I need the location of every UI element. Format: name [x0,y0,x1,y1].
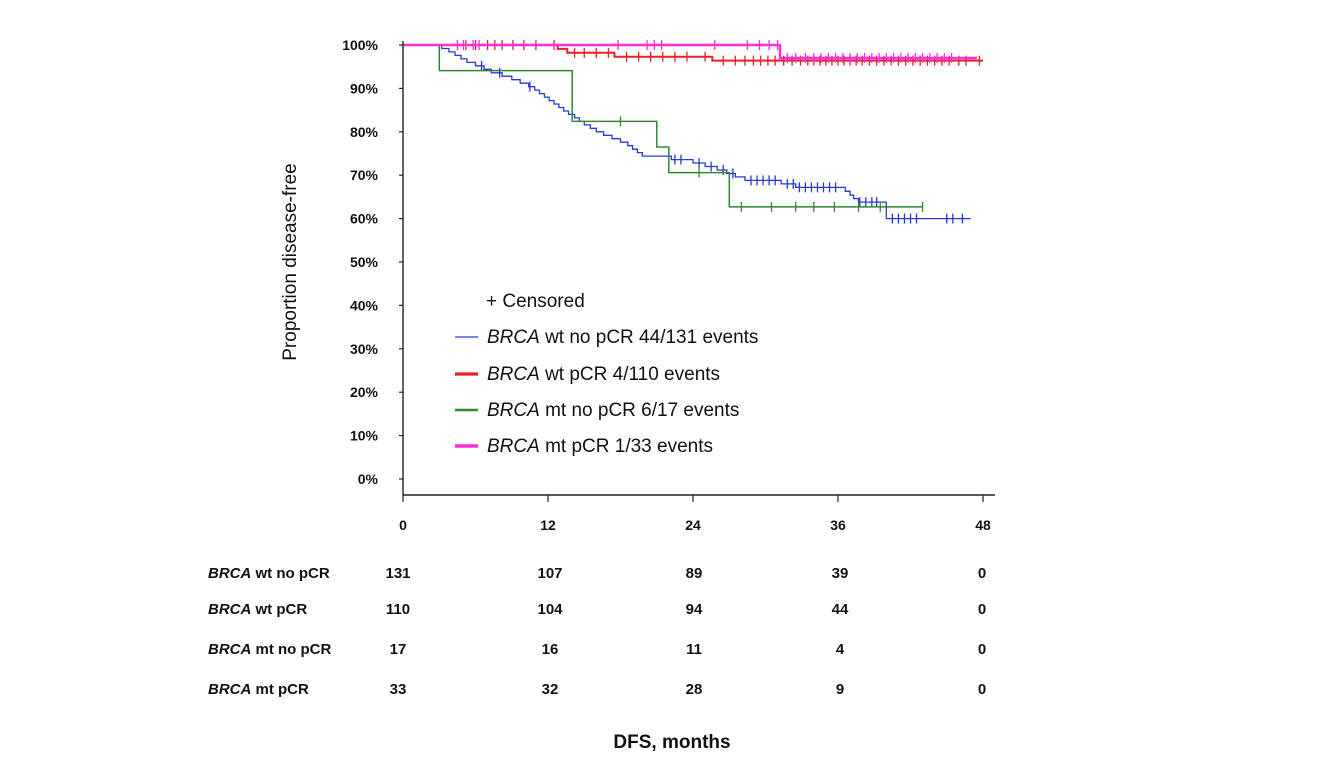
y-tick-label: 60% [350,211,379,227]
legend-gene: BRCA [487,436,540,457]
at-risk-count: 17 [390,641,407,658]
legend-entry-3: BRCA mt no pCR 6/17 events [487,400,739,421]
legend-entry-1: BRCA wt no pCR 44/131 events [487,327,758,348]
legend-censored: + Censored [486,291,585,312]
y-tick-label: 30% [350,341,379,357]
x-tick-label: 24 [685,517,701,533]
legend-gene: BRCA [487,400,540,421]
at-risk-group: mt no pCR [251,641,331,658]
x-tick-label: 0 [399,517,407,533]
series-line [403,44,983,62]
at-risk-count: 11 [686,641,702,658]
legend-text: wt no pCR 44/131 events [540,327,759,348]
series-group-3 [403,44,924,212]
y-tick-label: 40% [350,297,379,313]
series-line [403,44,971,220]
at-risk-count: 104 [537,601,563,618]
survival-curves [403,40,983,224]
at-risk-count: 94 [686,601,703,618]
y-tick-label: 0% [358,471,379,487]
legend-text: wt pCR 4/110 events [540,364,720,385]
y-tick-label: 80% [350,124,379,140]
at-risk-count: 107 [537,565,562,582]
y-tick-label: 20% [350,384,379,400]
y-tick-label: 70% [350,167,379,183]
at-risk-count: 32 [542,681,559,698]
series-group-4 [403,40,977,64]
y-tick-label: 100% [342,37,378,53]
at-risk-gene: BRCA [208,565,251,582]
censor-symbol: + [486,291,502,312]
at-risk-count: 39 [832,565,849,582]
y-tick-label: 90% [350,80,379,96]
y-axis-title: Proportion disease-free [280,163,301,361]
series-group-1 [403,44,971,224]
at-risk-count: 110 [386,601,410,618]
x-tick-label: 12 [540,517,556,533]
at-risk-count: 4 [836,641,845,658]
at-risk-count: 16 [542,641,559,658]
y-tick-label: 50% [350,254,379,270]
at-risk-group: wt pCR [251,601,307,618]
legend-gene: BRCA [487,327,540,348]
y-tick-label: 10% [350,428,379,444]
censor-label: Censored [502,291,584,312]
at-risk-count: 0 [978,641,986,658]
at-risk-count: 0 [978,601,986,618]
at-risk-count: 9 [836,681,844,698]
at-risk-row-label: BRCA mt pCR [208,681,309,698]
at-risk-gene: BRCA [208,601,251,618]
at-risk-row-label: BRCA wt pCR [208,601,307,618]
at-risk-count: 44 [832,601,849,618]
series-line [403,44,923,208]
at-risk-count: 131 [385,565,410,582]
at-risk-count: 0 [978,565,986,582]
x-axis-title: DFS, months [613,732,730,753]
at-risk-gene: BRCA [208,681,251,698]
legend-gene: BRCA [487,364,540,385]
legend-text: mt no pCR 6/17 events [540,400,740,421]
legend-entry-4: BRCA mt pCR 1/33 events [487,436,713,457]
axes: 0% 10% 20% 30% 40% 50% 60% 70% 80% 90% 100% 0 12 24 36… [342,37,995,533]
at-risk-count: 89 [686,565,703,582]
x-tick-label: 48 [975,517,991,533]
legend-text: mt pCR 1/33 events [540,436,713,457]
x-tick-label: 36 [830,517,846,533]
at-risk-count: 33 [390,681,407,698]
at-risk-row-label: BRCA mt no pCR [208,641,331,658]
at-risk-row-label: BRCA wt no pCR [208,565,330,582]
legend-entry-2: BRCA wt pCR 4/110 events [487,364,720,385]
at-risk-gene: BRCA [208,641,251,658]
series-line [403,43,977,60]
at-risk-group: wt no pCR [251,565,329,582]
at-risk-count: 0 [978,681,986,698]
at-risk-count: 28 [686,681,703,698]
at-risk-group: mt pCR [251,681,309,698]
